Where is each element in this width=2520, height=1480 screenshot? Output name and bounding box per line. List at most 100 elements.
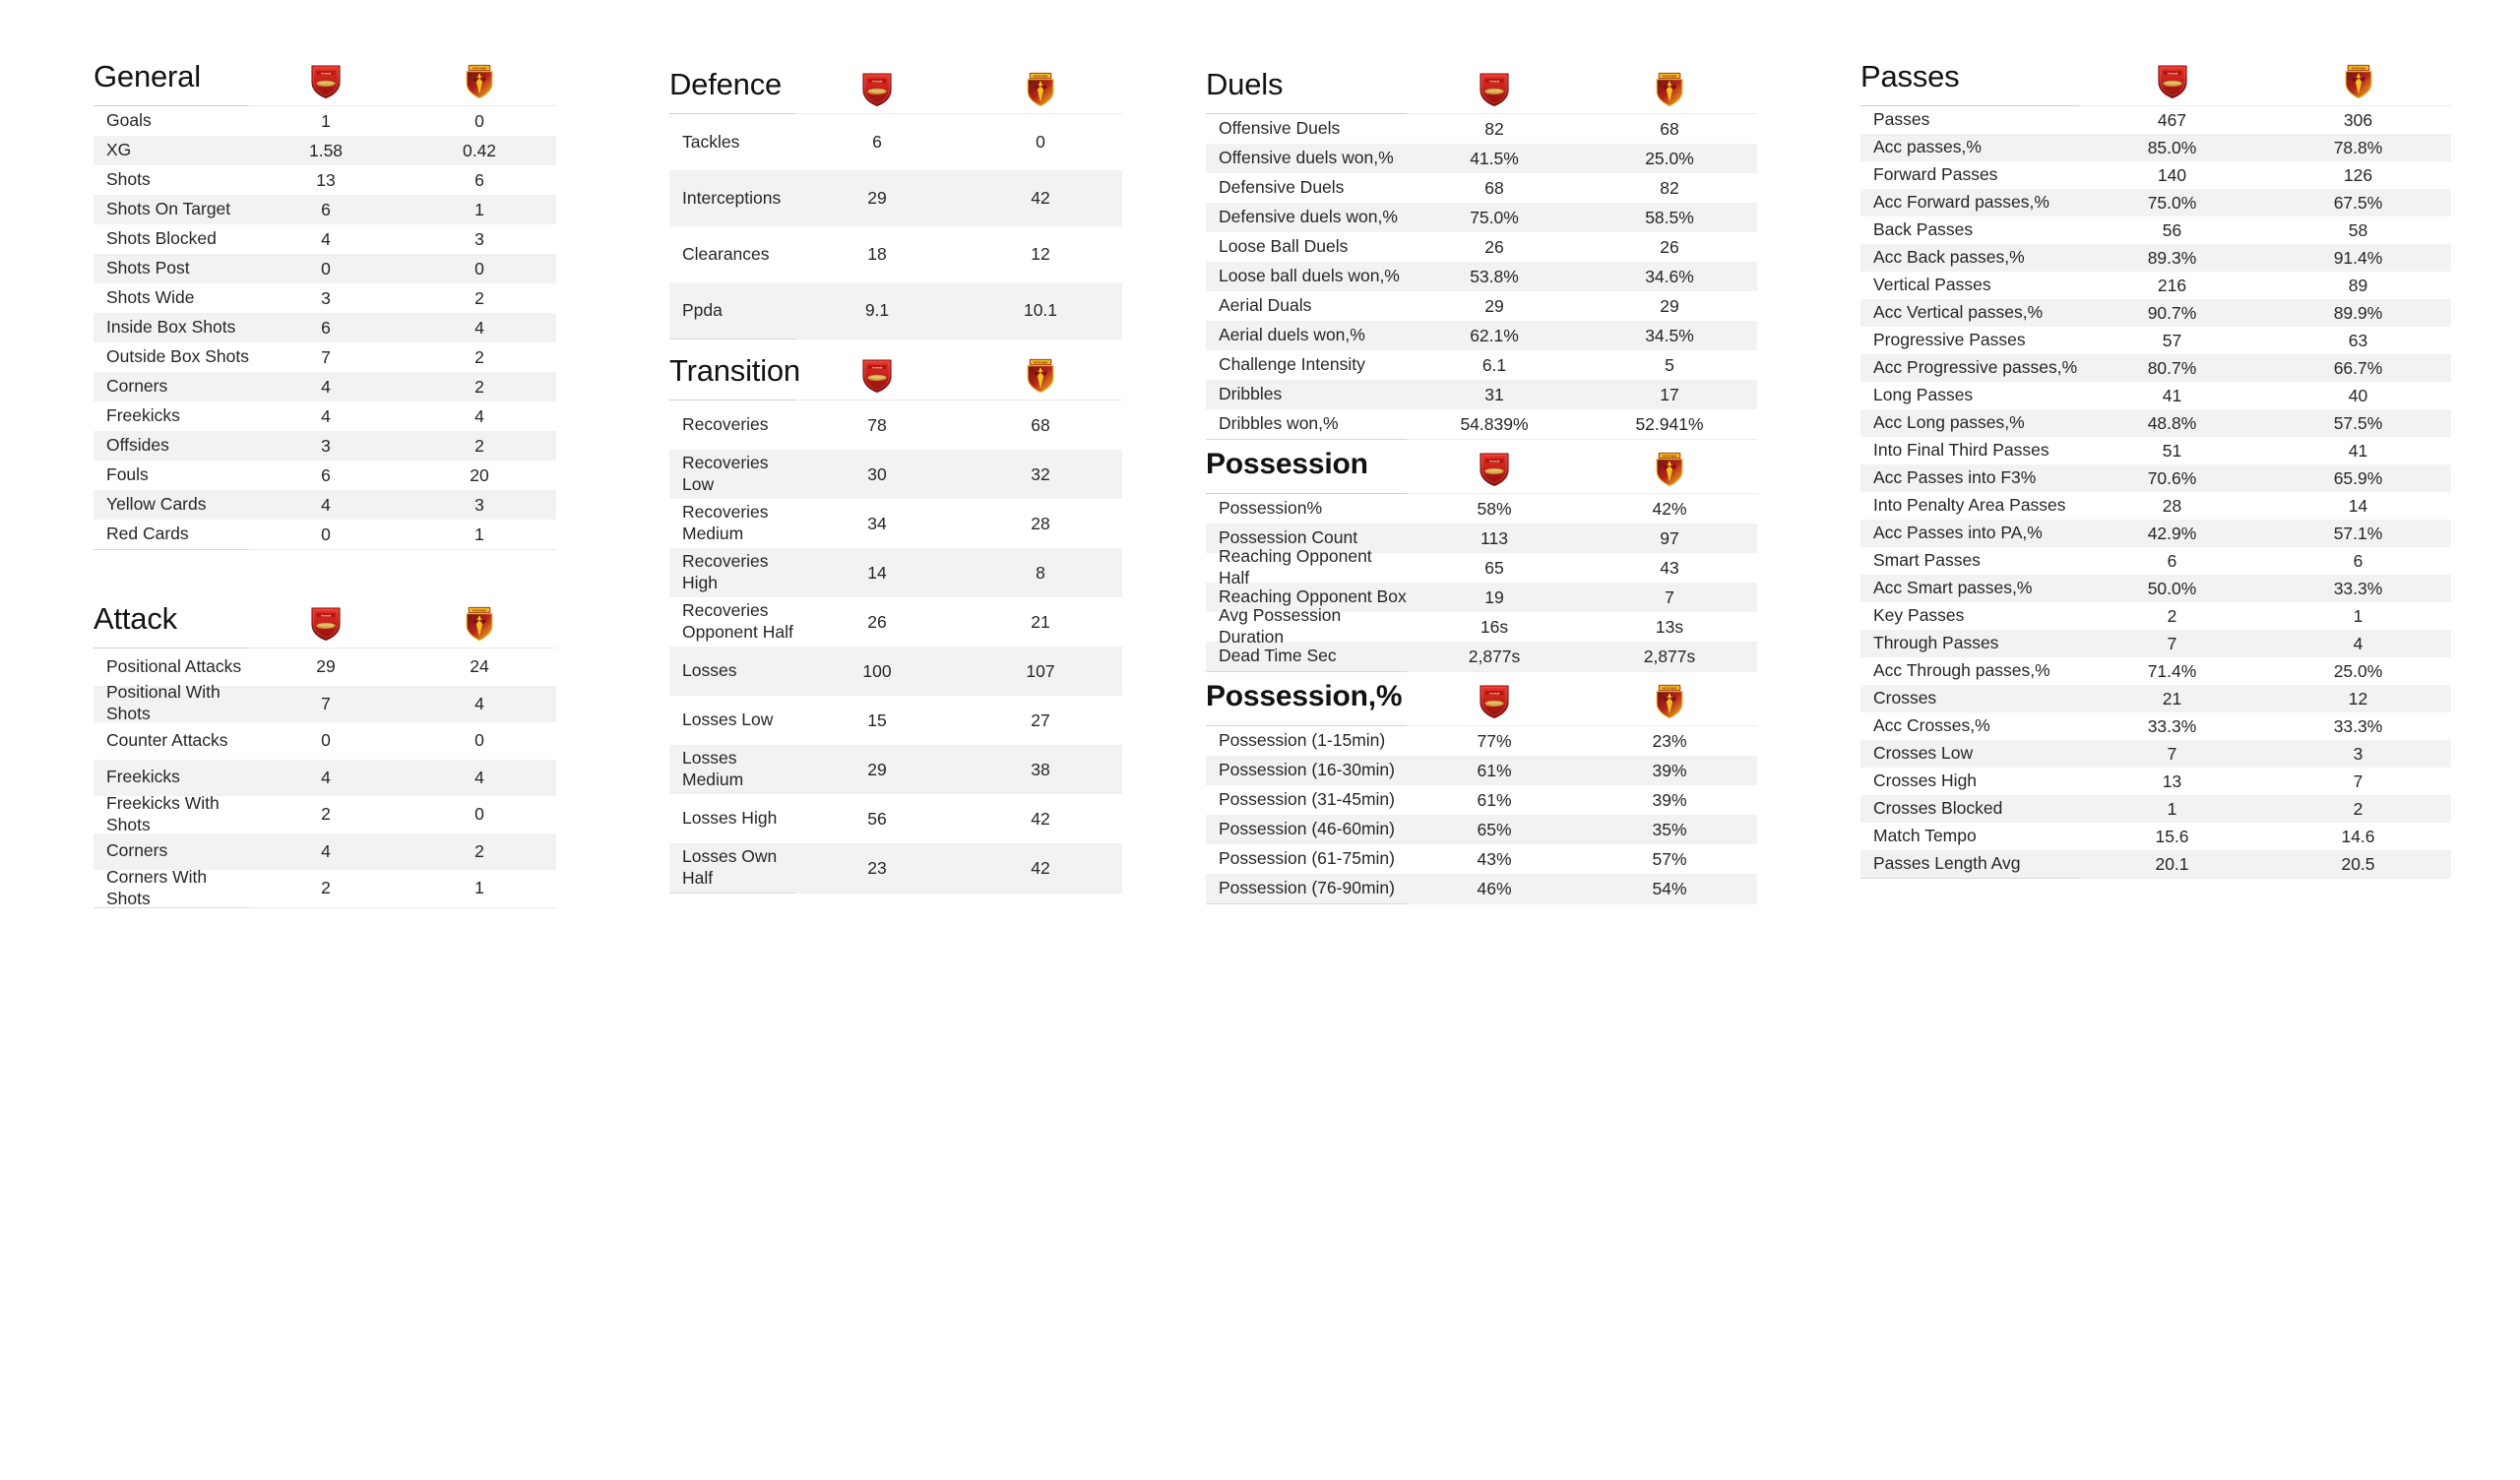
away-team-value: 66.7% xyxy=(2333,357,2383,378)
home-team-value: 29 xyxy=(867,188,887,208)
table-row: Crosses 21 12 xyxy=(1860,685,2451,712)
stat-label: Acc Back passes,% xyxy=(1873,247,2025,268)
away-team-value: 39% xyxy=(1652,760,1687,780)
table-row: Interceptions 29 42 xyxy=(669,170,1122,226)
arsenal-crest: Arsenal xyxy=(1480,73,1509,107)
away-team-crest: WATFORD xyxy=(1582,72,1757,113)
home-team-value: 34 xyxy=(867,513,887,533)
table-row: Shots Post 0 0 xyxy=(94,254,556,283)
stat-label: XG xyxy=(106,140,132,160)
home-team-value: 29 xyxy=(316,656,336,677)
arsenal-crest: Arsenal xyxy=(862,73,892,107)
panel-header-rule xyxy=(94,105,556,106)
home-team-value: 0 xyxy=(321,258,331,278)
away-team-value: 43 xyxy=(1660,557,1679,578)
away-team-value: 42 xyxy=(1031,188,1050,208)
stat-label: Freekicks xyxy=(106,405,180,426)
home-team-value: 41.5% xyxy=(1470,148,1519,168)
home-team-value: 29 xyxy=(867,759,887,779)
stat-label: Corners With Shots xyxy=(106,866,208,908)
table-row: Inside Box Shots 6 4 xyxy=(94,313,556,342)
stats-panel-passes: Passes Arsenal WATFORD xyxy=(1860,61,2520,879)
table-row: Ppda 9.1 10.1 xyxy=(669,282,1122,339)
stat-label: Clearances xyxy=(682,243,770,264)
stat-label: Corners xyxy=(106,840,168,861)
home-team-value: 0 xyxy=(321,730,331,751)
stat-label: Possession% xyxy=(1219,498,1323,519)
home-team-value: 140 xyxy=(2157,164,2187,185)
panel-header-rule xyxy=(669,400,1122,401)
home-team-value: 48.8% xyxy=(2147,412,2197,433)
away-team-value: 4 xyxy=(474,405,484,426)
table-row: Recoveries Opponent Half 26 21 xyxy=(669,597,1122,647)
table-row: Fouls 6 20 xyxy=(94,461,556,490)
away-team-value: 12 xyxy=(2348,688,2368,709)
home-team-value: 46% xyxy=(1477,878,1512,898)
svg-text:Arsenal: Arsenal xyxy=(1489,460,1500,463)
panel-header-rule xyxy=(1860,105,2451,106)
table-row: Passes Length Avg 20.1 20.5 xyxy=(1860,850,2451,878)
away-team-value: 0 xyxy=(474,730,484,751)
table-row: Offensive Duels 82 68 xyxy=(1206,114,1757,144)
away-team-value: 20 xyxy=(470,464,489,485)
stats-panel-duels: Duels Arsenal WATFORD xyxy=(1206,69,1801,440)
away-team-value: 306 xyxy=(2343,109,2373,130)
home-team-value: 2 xyxy=(321,878,331,898)
stat-label: Through Passes xyxy=(1873,633,1999,653)
panel-header-possession-pct: Possession,% Arsenal WATFORD xyxy=(1206,682,1757,725)
home-team-value: 2 xyxy=(2167,605,2177,626)
stat-label: Acc passes,% xyxy=(1873,137,1982,157)
home-team-value: 62.1% xyxy=(1470,325,1519,345)
svg-text:Arsenal: Arsenal xyxy=(321,72,332,76)
stat-label: Forward Passes xyxy=(1873,164,1998,185)
away-team-value: 107 xyxy=(1026,660,1055,681)
stat-label: Counter Attacks xyxy=(106,729,228,750)
away-team-value: 7 xyxy=(1665,586,1674,607)
home-team-crest: Arsenal xyxy=(249,606,403,648)
panel-footer-rule xyxy=(94,549,556,550)
away-team-value: 32 xyxy=(1031,463,1050,484)
svg-text:WATFORD: WATFORD xyxy=(1034,360,1047,364)
away-team-value: 1 xyxy=(2353,605,2363,626)
away-team-value: 0 xyxy=(474,258,484,278)
panel-footer-rule xyxy=(1206,903,1757,904)
away-team-value: 2 xyxy=(474,840,484,861)
table-row: Acc Through passes,% 71.4% 25.0% xyxy=(1860,657,2451,685)
stat-label: Dribbles xyxy=(1219,384,1283,404)
away-team-value: 14.6 xyxy=(2341,826,2375,846)
stats-column-2: Defence Arsenal WATFORD xyxy=(591,0,1152,894)
stat-label: Acc Passes into PA,% xyxy=(1873,523,2043,543)
stats-panel-possession-pct: Possession,% Arsenal WATFORD xyxy=(1206,682,1801,904)
home-team-value: 7 xyxy=(321,346,331,367)
table-row: Clearances 18 12 xyxy=(669,226,1122,282)
home-team-crest: Arsenal xyxy=(1407,452,1582,493)
panel-header-rule xyxy=(669,113,1122,114)
away-team-value: 41 xyxy=(2348,440,2368,461)
home-team-crest: Arsenal xyxy=(1407,72,1582,113)
stat-label: Challenge Intensity xyxy=(1219,354,1365,375)
table-row: Through Passes 7 4 xyxy=(1860,630,2451,657)
home-team-value: 65% xyxy=(1477,819,1512,839)
home-team-value: 4 xyxy=(321,767,331,787)
home-team-value: 13 xyxy=(316,169,336,190)
stat-label: Defensive Duels xyxy=(1219,177,1345,198)
table-row: Passes 467 306 xyxy=(1860,106,2451,134)
away-team-value: 1 xyxy=(474,524,484,544)
home-team-value: 4 xyxy=(321,494,331,515)
table-row: Freekicks With Shots 2 0 xyxy=(94,793,556,834)
stat-label: Inside Box Shots xyxy=(106,317,236,338)
stat-label: Back Passes xyxy=(1873,219,1974,240)
table-row: Outside Box Shots 7 2 xyxy=(94,342,556,372)
home-team-value: 80.7% xyxy=(2147,357,2197,378)
table-row: Acc Long passes,% 48.8% 57.5% xyxy=(1860,409,2451,437)
arsenal-crest: Arsenal xyxy=(311,607,341,642)
stat-label: Progressive Passes xyxy=(1873,330,2026,350)
home-team-value: 53.8% xyxy=(1470,266,1519,286)
away-team-value: 29 xyxy=(1660,295,1679,316)
stat-label: Defensive duels won,% xyxy=(1219,207,1398,227)
away-team-crest: WATFORD xyxy=(2265,64,2451,105)
away-team-value: 10.1 xyxy=(1023,300,1058,320)
away-team-crest: WATFORD xyxy=(403,606,556,648)
stat-label: Shots xyxy=(106,169,151,190)
svg-text:WATFORD: WATFORD xyxy=(1034,74,1047,78)
